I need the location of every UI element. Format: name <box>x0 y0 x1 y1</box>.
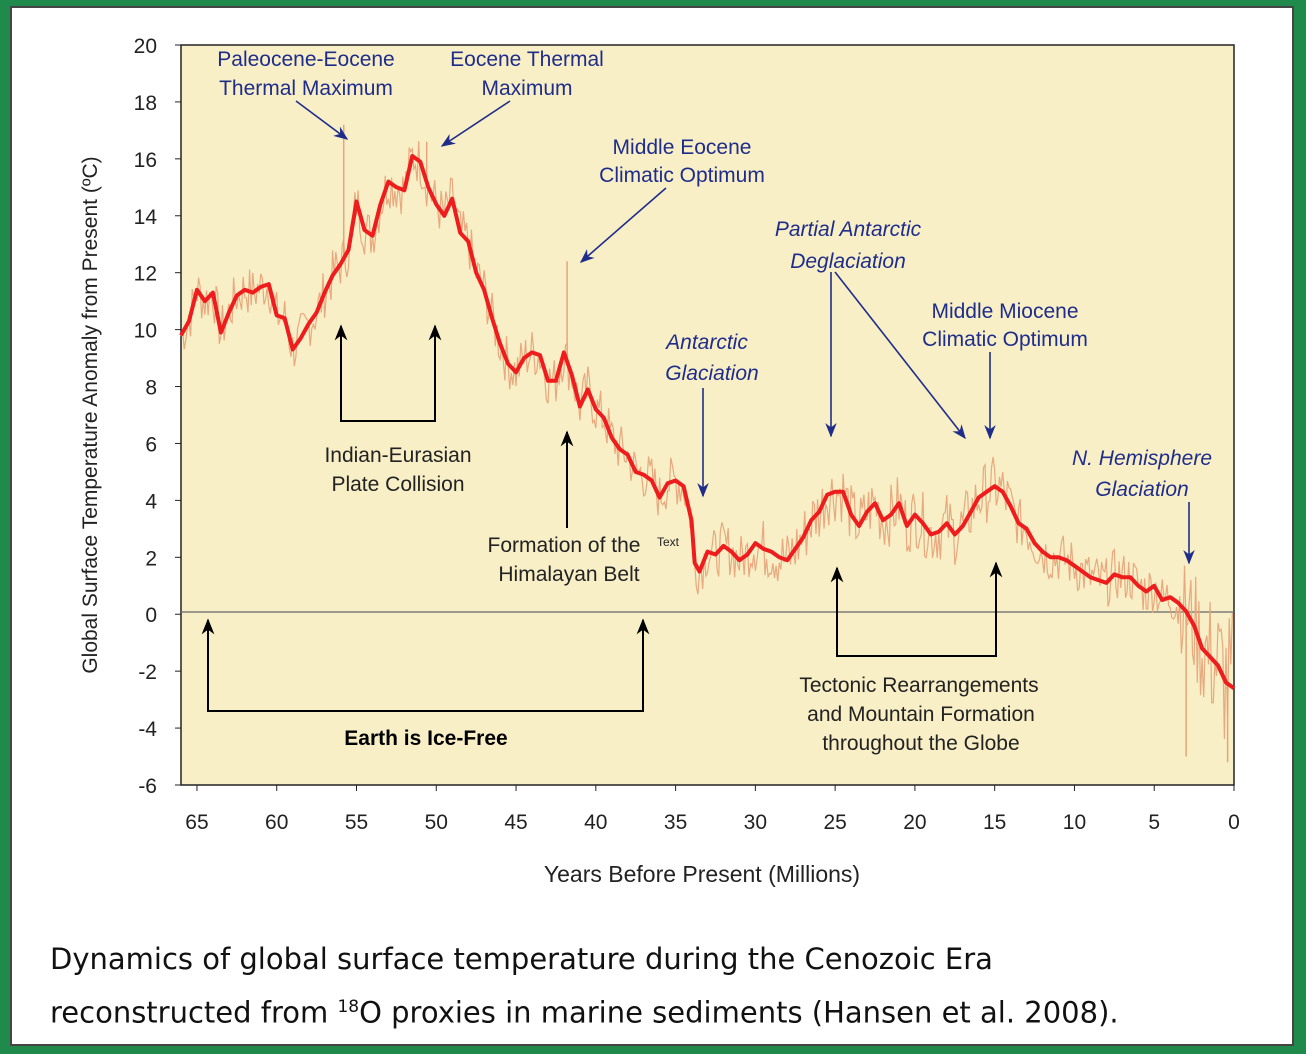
caption-line-1: Dynamics of global surface temperature d… <box>50 942 993 976</box>
x-axis-label: Years Before Present (Millions) <box>544 861 860 887</box>
mmco-label-1: Middle Miocene <box>931 300 1078 323</box>
y-tick-label: -6 <box>138 775 157 798</box>
y-tick-label: 16 <box>134 149 157 172</box>
smoothed-temperature-line <box>179 154 1236 690</box>
y-tick-label: 18 <box>134 92 157 115</box>
petm-label-2: Thermal Maximum <box>219 77 393 100</box>
meco-label-2: Climatic Optimum <box>599 164 765 187</box>
black-brackets <box>201 324 1003 712</box>
plot-area <box>180 44 1235 786</box>
caption-superscript: 18 <box>337 997 360 1017</box>
fhb-label-1: Formation of the <box>488 534 641 557</box>
y-tick-label: -4 <box>138 718 157 741</box>
y-tick-label: 0 <box>145 604 157 627</box>
x-tick-label: 25 <box>823 811 846 834</box>
ag-label-1: Antarctic <box>664 331 748 354</box>
y-tick-label: 20 <box>134 35 157 58</box>
petm-label-1: Paleocene-Eocene <box>217 48 394 71</box>
x-tick-label: 0 <box>1228 811 1240 834</box>
ice-free-label: Earth is Ice-Free <box>344 727 507 750</box>
y-axis-label: Global Surface Temperature Anomaly from … <box>79 156 102 673</box>
y-tick-label: 8 <box>145 377 157 400</box>
x-tick-label: 55 <box>345 811 368 834</box>
annotations: Paleocene-Eocene Thermal Maximum Eocene … <box>217 48 1212 501</box>
annotation-arrows <box>295 100 1195 565</box>
x-tick-label: 35 <box>664 811 687 834</box>
x-tick-label: 20 <box>903 811 926 834</box>
meco-label-1: Middle Eocene <box>613 136 752 159</box>
fhb-label-2: Himalayan Belt <box>498 563 639 586</box>
iepc-label-2: Plate Collision <box>331 473 464 496</box>
x-tick-label: 5 <box>1148 811 1160 834</box>
pad-label-1: Partial Antarctic <box>775 218 922 241</box>
caption-line-2a: reconstructed from <box>50 995 338 1030</box>
fhb-small-label: Text <box>657 535 680 549</box>
x-tick-label: 10 <box>1063 811 1086 834</box>
x-tick-label: 40 <box>584 811 607 834</box>
iepc-label-1: Indian-Eurasian <box>324 444 471 467</box>
mmco-label-2: Climatic Optimum <box>922 328 1088 351</box>
x-tick-label: 45 <box>504 811 527 834</box>
x-tick-label: 30 <box>744 811 767 834</box>
caption-line-2b: O proxies in marine sediments (Hansen et… <box>359 995 1119 1030</box>
y-tick-label: -2 <box>138 661 157 684</box>
x-tick-label: 50 <box>425 811 448 834</box>
etm-label-2: Maximum <box>481 77 572 100</box>
x-tick-label: 60 <box>265 811 288 834</box>
tr-label-1: Tectonic Rearrangements <box>799 674 1038 697</box>
nhg-label-1: N. Hemisphere <box>1072 447 1212 470</box>
tr-label-3: throughout the Globe <box>822 732 1019 755</box>
pad-label-2: Deglaciation <box>790 250 906 273</box>
x-tick-label: 65 <box>185 811 208 834</box>
y-tick-label: 10 <box>134 320 157 343</box>
tr-label-2: and Mountain Formation <box>807 703 1035 726</box>
x-axis: 65 60 55 50 45 40 35 30 25 20 15 10 5 0 <box>185 785 1240 834</box>
x-tick-label: 15 <box>983 811 1006 834</box>
y-tick-label: 6 <box>145 433 157 456</box>
y-tick-label: 14 <box>134 206 158 229</box>
nhg-label-2: Glaciation <box>1095 478 1188 501</box>
y-tick-label: 12 <box>134 263 157 286</box>
black-labels: Indian-Eurasian Plate Collision Formatio… <box>324 444 1038 755</box>
y-tick-label: 4 <box>145 490 157 513</box>
y-tick-label: 2 <box>145 547 157 570</box>
etm-label-1: Eocene Thermal <box>450 48 604 71</box>
ag-label-2: Glaciation <box>665 362 758 385</box>
figure-caption: Dynamics of global surface temperature d… <box>50 935 1265 1037</box>
